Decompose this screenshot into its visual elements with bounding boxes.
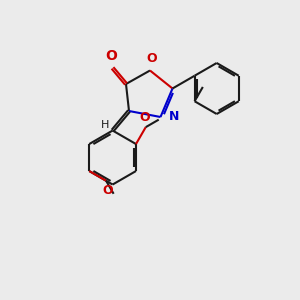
Text: O: O (146, 52, 157, 65)
Text: O: O (139, 110, 150, 124)
Text: H: H (101, 120, 109, 130)
Text: O: O (102, 184, 113, 197)
Text: O: O (105, 50, 117, 63)
Text: N: N (169, 110, 179, 124)
